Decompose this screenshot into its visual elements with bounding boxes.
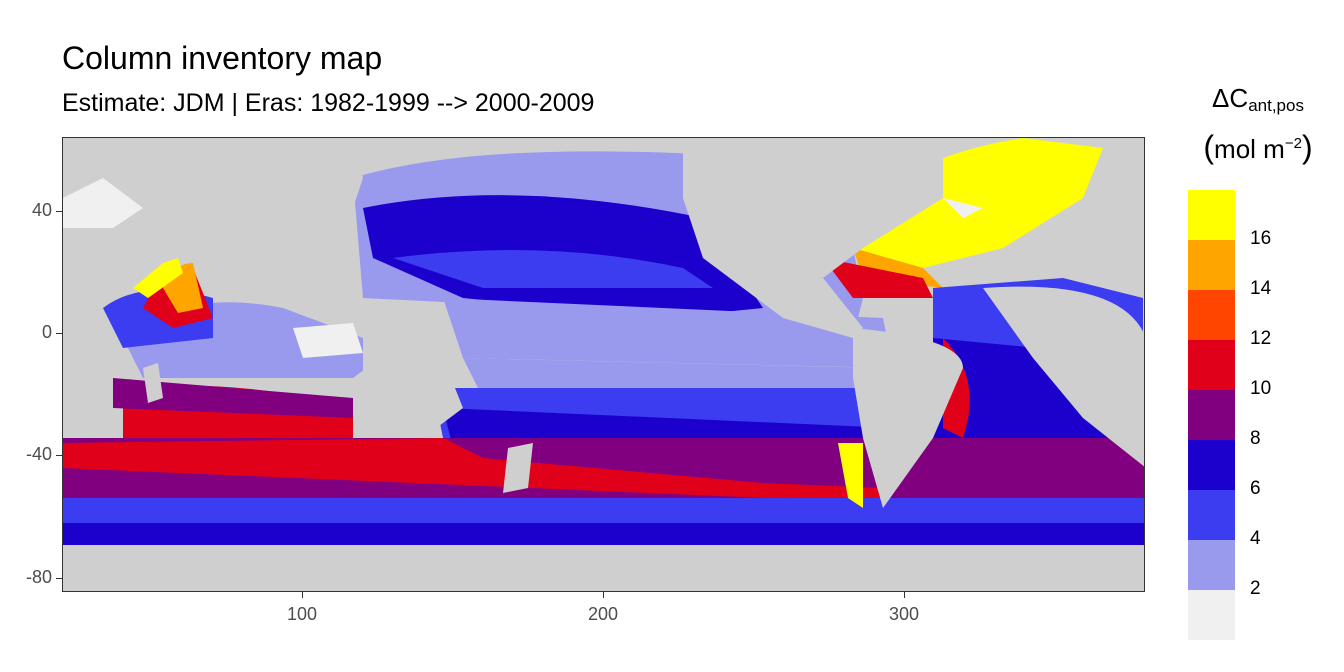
- madagascar-land: [143, 363, 163, 403]
- map-title: Column inventory map: [62, 40, 383, 76]
- legend-unit-exponent: −2: [1284, 135, 1302, 152]
- map-subtitle: Estimate: JDM | Eras: 1982-1999 --> 2000…: [62, 89, 595, 117]
- legend-label: 10: [1250, 378, 1272, 399]
- legend-label: 2: [1250, 578, 1261, 599]
- legend-subscript: ant,pos: [1248, 96, 1304, 115]
- ytick-mark-40: [56, 211, 62, 212]
- missing-arctic: [63, 178, 143, 228]
- ocean-map-svg: [63, 138, 1144, 591]
- australia-land: [353, 351, 463, 438]
- north-america-land: [683, 138, 943, 338]
- legend-swatch: [1188, 540, 1235, 590]
- southern-belt-red: [63, 438, 883, 503]
- xtick-label-300: 300: [888, 604, 920, 624]
- legend-swatch: [1188, 390, 1235, 440]
- southern-belt-dark: [63, 523, 1144, 545]
- atlantic-purple: [903, 438, 1144, 498]
- indian-south-purple: [113, 378, 353, 418]
- legend-swatch: [1188, 440, 1235, 490]
- xtick-mark-200: [603, 592, 604, 598]
- legend-label: 8: [1250, 428, 1261, 449]
- xtick-label-100: 100: [286, 604, 318, 624]
- ytick-label-40: 40: [31, 200, 52, 220]
- ytick-label-m80: -80: [25, 567, 52, 587]
- ytick-mark-m40: [56, 455, 62, 456]
- legend-swatch: [1188, 490, 1235, 540]
- pacific-mid-band: [393, 250, 713, 288]
- legend-label: 6: [1250, 478, 1261, 499]
- africa-land: [983, 286, 1144, 467]
- southern-belt-blue: [63, 498, 1144, 523]
- map-panel: [62, 137, 1145, 592]
- legend-unit: mol m: [1214, 134, 1285, 164]
- xtick-mark-100: [302, 592, 303, 598]
- legend-title: ΔCant,pos (mol m−2): [1182, 80, 1334, 169]
- xtick-label-200: 200: [587, 604, 619, 624]
- legend-swatch: [1188, 340, 1235, 390]
- missing-indonesia: [293, 323, 363, 358]
- missing-hudson: [943, 198, 983, 218]
- ytick-mark-0: [56, 333, 62, 334]
- south-america-land: [853, 328, 963, 508]
- legend-colorbar: [1188, 190, 1235, 642]
- legend-swatch: [1188, 590, 1235, 640]
- legend-swatch: [1188, 190, 1235, 240]
- ytick-mark-m80: [56, 578, 62, 579]
- legend-swatch: [1188, 290, 1235, 340]
- legend-swatch: [1188, 240, 1235, 290]
- legend-label: 16: [1250, 228, 1272, 249]
- legend-label: 14: [1250, 278, 1272, 299]
- legend-symbol: ΔC: [1212, 83, 1249, 113]
- legend-close-paren: ): [1301, 129, 1313, 165]
- legend-label: 4: [1250, 528, 1261, 549]
- legend-open-paren: (: [1203, 129, 1215, 165]
- antarctic-land: [63, 545, 1144, 591]
- red-sea-yellow: [133, 258, 183, 298]
- legend-label: 12: [1250, 328, 1272, 349]
- new-zealand-land: [503, 443, 533, 493]
- xtick-mark-300: [904, 592, 905, 598]
- legend-unit-line: (mol m−2): [1182, 124, 1334, 169]
- ytick-label-m40: -40: [25, 444, 52, 464]
- north-atlantic-red: [823, 258, 933, 298]
- legend-symbol-line: ΔCant,pos: [1182, 80, 1334, 124]
- south-america-yellow: [838, 443, 863, 508]
- asia-land: [63, 138, 363, 298]
- ytick-label-0: 0: [41, 322, 52, 342]
